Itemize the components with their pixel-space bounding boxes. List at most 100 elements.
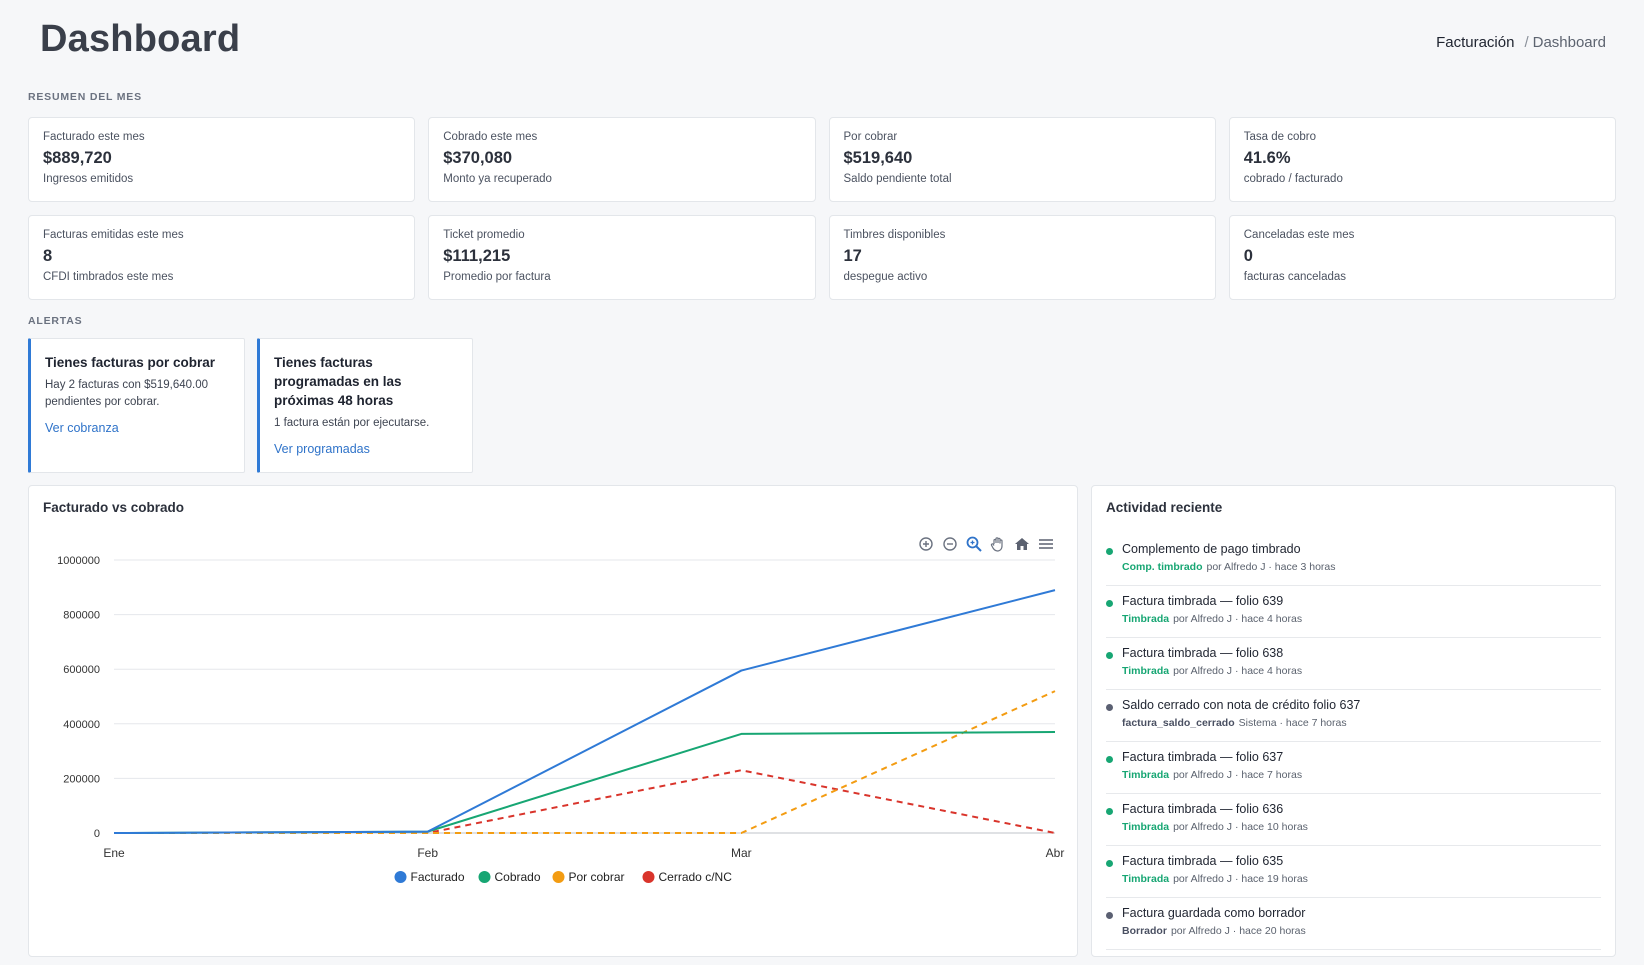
legend-item[interactable]: Facturado	[394, 870, 465, 884]
activity-item[interactable]: Factura timbrada — folio 638 Timbrada por …	[1106, 638, 1601, 690]
kpi-title: Cobrado este mes	[443, 131, 538, 143]
kpi-subtitle: despegue activo	[843, 271, 928, 283]
activity-meta: Timbrada por Alfredo J · hace 10 horas	[1122, 821, 1601, 833]
kpi-subtitle: Monto ya recuperado	[443, 173, 552, 185]
legend-item[interactable]: Cerrado c/NC	[642, 870, 733, 884]
kpi-card-canceladas: Canceladas este mes 0 facturas cancelada…	[1228, 215, 1616, 300]
status-dot-icon	[1106, 600, 1113, 607]
series-line-cerrado-c-nc	[114, 769, 1056, 834]
legend-item[interactable]: Cobrado	[478, 870, 541, 884]
y-tick-label: 0	[94, 828, 100, 840]
alert-title: Tienes facturas programadas en las próxi…	[274, 355, 402, 408]
zoom-out-icon[interactable]	[941, 535, 959, 553]
kpi-grid: Facturado este mes $889,720 Ingresos emi…	[28, 117, 1616, 300]
breadcrumb-separator: /	[1524, 34, 1529, 51]
kpi-subtitle: CFDI timbrados este mes	[43, 271, 174, 283]
series-line-cobrado	[113, 730, 1056, 834]
activity-tag: factura_saldo_cerrado	[1122, 717, 1235, 729]
series-line-facturado	[113, 589, 1056, 834]
page-title: Dashboard	[40, 18, 241, 60]
zoom-in-icon[interactable]	[917, 535, 935, 553]
activity-meta: Timbrada por Alfredo J · hace 19 horas	[1122, 873, 1601, 885]
activity-tag: Timbrada	[1122, 821, 1170, 833]
ver-programadas-link[interactable]: Ver programadas	[274, 442, 370, 456]
kpi-value: $111,215	[443, 247, 511, 265]
series-line-por-cobrar	[114, 690, 1056, 834]
kpi-card-facturas-emitidas: Facturas emitidas este mes 8 CFDI timbra…	[28, 215, 416, 300]
activity-meta-text: Sistema · hace 7 horas	[1238, 717, 1347, 729]
kpi-subtitle: Ingresos emitidos	[43, 173, 134, 185]
reset-home-icon[interactable]	[1013, 535, 1031, 553]
activity-item[interactable]: Factura timbrada — folio 637 Timbrada por …	[1106, 742, 1601, 794]
kpi-subtitle: facturas canceladas	[1243, 271, 1347, 283]
y-tick-label: 1000000	[57, 555, 100, 567]
y-tick-label: 800000	[63, 610, 100, 622]
activity-meta: Timbrada por Alfredo J · hace 4 horas	[1122, 613, 1601, 625]
kpi-value: $519,640	[843, 149, 913, 167]
alerts-section-label: ALERTAS	[28, 315, 83, 327]
activity-item[interactable]: Factura guardada como borrador Borrador po…	[1106, 898, 1601, 950]
kpi-subtitle: cobrado / facturado	[1243, 173, 1343, 185]
status-dot-icon	[1106, 704, 1113, 711]
kpi-title: Tasa de cobro	[1243, 131, 1316, 143]
breadcrumb-item-facturacion[interactable]: Facturación	[1436, 34, 1515, 51]
activity-title: Factura timbrada — folio 638	[1122, 646, 1284, 660]
activity-title: Actividad reciente	[1106, 500, 1223, 515]
kpi-subtitle: Promedio por factura	[443, 271, 551, 283]
activity-tag: Timbrada	[1122, 873, 1170, 885]
activity-title: Factura timbrada — folio 635	[1122, 854, 1284, 868]
activity-tag: Timbrada	[1122, 665, 1170, 677]
activity-meta-text: por Alfredo J · hace 10 horas	[1173, 821, 1308, 833]
kpi-card-facturado: Facturado este mes $889,720 Ingresos emi…	[28, 117, 416, 202]
ver-cobranza-link[interactable]: Ver cobranza	[45, 421, 119, 435]
legend-label: Cerrado c/NC	[659, 870, 733, 884]
legend-marker	[394, 871, 407, 883]
zoom-selection-icon[interactable]	[965, 535, 983, 553]
kpi-value: 17	[843, 247, 862, 265]
x-tick-label: Abr	[1046, 846, 1065, 860]
activity-item[interactable]: Factura timbrada — folio 639 Timbrada por …	[1106, 586, 1601, 638]
kpi-card-por-cobrar: Por cobrar $519,640 Saldo pendiente tota…	[828, 117, 1216, 202]
activity-title: Factura timbrada — folio 637	[1122, 750, 1284, 764]
kpi-card-ticket-promedio: Ticket promedio $111,215 Promedio por fa…	[428, 215, 816, 300]
chart-toolbar	[917, 535, 1055, 553]
menu-icon[interactable]	[1037, 535, 1055, 553]
kpi-card-cobrado: Cobrado este mes $370,080 Monto ya recup…	[428, 117, 816, 202]
x-tick-label: Mar	[731, 846, 752, 860]
activity-tag: Comp. timbrado	[1122, 561, 1203, 573]
activity-item[interactable]: Saldo cerrado con nota de crédito folio …	[1106, 690, 1601, 742]
pan-hand-icon[interactable]	[989, 535, 1007, 553]
legend-item[interactable]: Por cobrar	[552, 870, 625, 884]
legend-marker	[642, 871, 655, 883]
activity-meta: Comp. timbrado por Alfredo J · hace 3 hor…	[1122, 561, 1601, 573]
status-dot-icon	[1106, 912, 1113, 919]
kpi-value: $370,080	[443, 149, 513, 167]
activity-title: Factura guardada como borrador	[1122, 906, 1306, 920]
kpi-title: Por cobrar	[843, 131, 898, 143]
activity-title: Complemento de pago timbrado	[1122, 542, 1301, 556]
alert-body: Hay 2 facturas con $519,640.00 pendiente…	[45, 379, 209, 408]
kpi-title: Canceladas este mes	[1243, 229, 1355, 241]
activity-tag: Timbrada	[1122, 769, 1170, 781]
activity-item[interactable]: Factura timbrada — folio 635 Timbrada por …	[1106, 846, 1601, 898]
activity-meta-text: por Alfredo J · hace 20 horas	[1170, 925, 1306, 937]
alert-title: Tienes facturas por cobrar	[45, 355, 216, 370]
kpi-title: Timbres disponibles	[843, 229, 946, 241]
alert-card-programadas: Tienes facturas programadas en las próxi…	[257, 338, 473, 473]
activity-meta-text: por Alfredo J · hace 4 horas	[1173, 613, 1303, 625]
legend-marker	[552, 871, 565, 883]
kpi-title: Facturas emitidas este mes	[43, 229, 184, 241]
activity-item[interactable]: Factura timbrada — folio 636 Timbrada por …	[1106, 794, 1601, 846]
kpi-subtitle: Saldo pendiente total	[843, 173, 952, 185]
kpi-value: 41.6%	[1243, 149, 1291, 167]
chart-title: Facturado vs cobrado	[43, 500, 185, 515]
alert-body: 1 factura están por ejecutarse.	[274, 417, 430, 429]
legend-marker	[478, 871, 491, 883]
line-chart: 0 200000 400000 600000 800000 1000000 Ene Feb Ma…	[57, 555, 1065, 884]
kpi-value: $889,720	[43, 149, 112, 167]
activity-item[interactable]: Complemento de pago timbrado Comp. timbra…	[1106, 534, 1601, 586]
status-dot-icon	[1106, 756, 1113, 763]
activity-meta-text: por Alfredo J · hace 3 horas	[1206, 561, 1336, 573]
activity-meta: Borrador por Alfredo J · hace 20 horas	[1122, 925, 1601, 937]
kpi-value: 8	[43, 247, 53, 265]
